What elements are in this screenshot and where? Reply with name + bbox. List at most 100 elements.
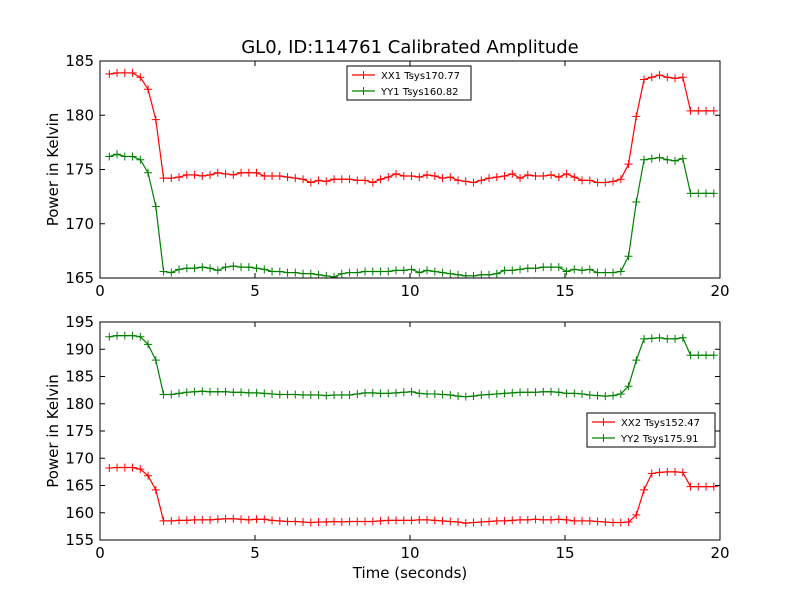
data-point [500,389,509,398]
x-tick-label: 0 [95,544,105,562]
data-point [175,265,184,274]
data-point [446,269,455,278]
data-point [283,517,292,526]
data-point [337,391,346,400]
data-point [492,516,501,525]
data-point [330,517,339,526]
data-point [709,189,718,198]
data-point [640,155,649,164]
data-point [694,106,703,115]
data-point [221,514,230,523]
data-point [407,265,416,274]
legend: XX1 Tsys170.77 YY1 Tsys160.82 [346,65,472,101]
data-point [523,515,532,524]
legend-marker [359,71,368,79]
data-point [640,485,649,494]
data-point [392,266,401,275]
data-point [601,268,610,277]
data-point [213,266,222,275]
data-point [709,482,718,491]
data-point [322,391,331,400]
y-tick-label: 170 [65,215,94,233]
data-point [198,387,207,396]
data-point [237,263,246,272]
data-point [485,270,494,278]
data-point [136,332,145,341]
y-tick-label: 165 [65,269,94,287]
data-point [182,170,191,179]
data-point [601,178,610,187]
data-point [260,172,269,181]
data-point [322,271,331,278]
data-point [609,268,618,277]
data-point [531,388,540,397]
data-point [430,267,439,276]
data-point [392,388,401,397]
data-point [632,356,641,365]
data-point [190,387,199,396]
data-point [454,392,463,401]
data-point [229,388,238,397]
data-point [523,264,532,273]
legend-label: YY2 Tsys175.91 [620,434,699,445]
data-point [244,388,253,397]
data-point [175,389,184,398]
data-point [570,173,579,182]
data-point [469,271,478,278]
y-tick-label: 175 [65,422,94,440]
data-point [268,267,277,276]
y-tick-label: 185 [65,368,94,386]
data-point [190,264,199,273]
data-point [593,268,602,277]
data-point [198,263,207,272]
data-point [221,387,230,396]
data-point [663,73,672,82]
data-point [105,70,114,79]
data-point [368,517,377,526]
data-point [353,268,362,277]
data-point [655,71,664,80]
data-point [345,268,354,277]
data-point [399,388,408,397]
data-point [702,106,711,115]
data-point [113,150,122,159]
data-point [299,269,308,278]
data-point [283,268,292,277]
data-point [299,175,308,184]
data-point [361,388,370,397]
data-point [144,85,153,94]
data-point [120,331,129,340]
data-point [485,390,494,399]
data-point [547,263,556,272]
data-point [492,173,501,182]
data-point [260,515,269,524]
data-point [585,516,594,525]
data-point [407,387,416,396]
data-point [438,516,447,525]
data-point [244,515,253,524]
x-axis-label: Time (seconds) [352,564,468,582]
data-point [415,515,424,524]
series-1 [105,463,718,528]
data-point [306,518,315,527]
x-tick-label: 10 [400,544,419,562]
data-point [570,389,579,398]
data-point [500,516,509,525]
data-point [198,172,207,181]
data-point [151,202,160,211]
data-point [678,333,687,342]
data-point [647,469,656,478]
data-point [407,516,416,525]
data-point [694,482,703,491]
data-point [384,173,393,182]
data-point [291,390,300,399]
data-point [128,68,137,77]
data-point [686,482,695,491]
x-tick-label: 10 [400,282,419,300]
data-point [314,518,323,527]
x-tick-label: 20 [710,282,729,300]
data-point [539,263,548,272]
data-point [492,269,501,278]
data-point [686,189,695,198]
data-point [609,518,618,527]
